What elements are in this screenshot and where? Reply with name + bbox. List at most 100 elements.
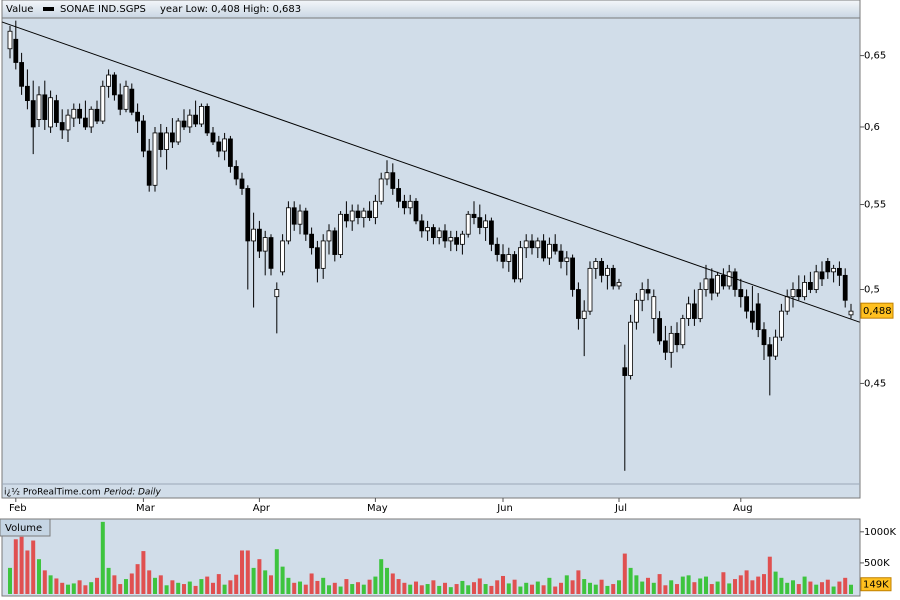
volume-bar	[773, 571, 778, 594]
candle-body	[471, 213, 477, 218]
last-price-tag	[860, 302, 894, 319]
volume-bar	[153, 577, 157, 594]
volume-bar	[495, 580, 500, 594]
volume-bar	[71, 583, 76, 594]
volume-bar	[425, 584, 430, 594]
volume-bar	[715, 581, 720, 594]
candle-body	[715, 274, 720, 294]
volume-bar	[849, 584, 853, 594]
candle-body	[239, 178, 245, 189]
volume-bar	[350, 584, 355, 594]
volume-bar	[605, 585, 610, 594]
candle-body	[802, 282, 807, 298]
candle-body	[204, 105, 210, 134]
candle-body	[564, 257, 570, 262]
candle-body	[210, 132, 216, 143]
candle-body	[430, 227, 436, 238]
candle-body	[343, 213, 349, 222]
volume-bar	[431, 580, 436, 594]
volume-bar	[646, 577, 650, 594]
candle-body	[657, 318, 662, 342]
candle-body	[773, 336, 778, 357]
volume-bar	[553, 586, 558, 594]
candle-body	[576, 289, 581, 319]
legend-range: year Low: 0,408 High: 0,683	[160, 4, 301, 15]
candle-body	[7, 30, 13, 50]
volume-bar	[524, 582, 529, 594]
y-tick-label: 0,45	[864, 378, 886, 389]
candle-body	[535, 240, 541, 249]
volume-bar	[89, 582, 94, 594]
volume-bar	[414, 581, 418, 594]
volume-bar	[106, 567, 111, 594]
volume-bar	[756, 576, 761, 594]
y-tick-label: 0,5	[864, 285, 880, 296]
volume-bar	[617, 580, 621, 594]
candle-body	[77, 108, 82, 119]
volume-bar	[599, 579, 604, 594]
volume-bar	[315, 580, 320, 594]
volume-bar	[309, 573, 314, 594]
candle-body	[674, 332, 680, 346]
y-tick-label: 0,55	[864, 200, 886, 211]
volume-bar	[721, 572, 726, 594]
volume-bar	[245, 550, 250, 594]
candle-body	[251, 228, 257, 242]
volume-bar	[54, 578, 59, 594]
volume-bar	[576, 570, 581, 594]
candle-body	[628, 321, 633, 376]
candle-body	[790, 289, 796, 298]
volume-bar	[663, 585, 668, 594]
x-tick-label: Jun	[496, 503, 513, 514]
volume-title: Volume	[5, 523, 42, 534]
candle-body	[454, 237, 460, 245]
volume-bar	[257, 559, 262, 594]
candle-body	[610, 267, 616, 287]
candle-body	[401, 200, 407, 209]
candle-body	[506, 254, 512, 262]
candle-body	[738, 289, 744, 298]
x-tick-label: Aug	[733, 503, 753, 514]
volume-bar	[570, 580, 575, 594]
candle-body	[407, 200, 413, 209]
volume-bar	[280, 566, 285, 594]
candle-body	[158, 132, 164, 150]
volume-bar	[344, 579, 349, 594]
volume-bar	[321, 577, 326, 594]
candle-body	[193, 114, 199, 125]
volume-bar	[77, 580, 82, 594]
candle-body	[135, 111, 141, 122]
candle-body	[262, 237, 268, 252]
x-tick-label: Jul	[614, 503, 627, 514]
candle-body	[425, 227, 431, 232]
volume-bar	[628, 567, 633, 594]
volume-bar	[379, 559, 384, 594]
volume-bar	[373, 576, 378, 594]
candle-body	[59, 122, 65, 131]
candle-body	[233, 166, 239, 180]
x-tick-label: May	[367, 503, 388, 514]
volume-bar	[698, 578, 703, 594]
candle-body	[523, 240, 529, 249]
candle-body	[663, 340, 668, 353]
volume-label-box	[0, 518, 51, 537]
volume-bar	[31, 540, 36, 594]
candle-body	[378, 178, 384, 202]
volume-bar	[396, 579, 401, 594]
volume-bar	[292, 582, 297, 594]
volume-bar	[738, 575, 743, 594]
volume-bar	[176, 582, 181, 594]
candle-body	[65, 114, 71, 131]
candle-body	[605, 267, 610, 276]
candle-body	[750, 310, 755, 323]
volume-bar	[559, 582, 563, 594]
volume-bar	[95, 577, 99, 594]
volume-bar	[686, 575, 691, 594]
volume-bar	[83, 585, 88, 594]
volume-bar	[651, 582, 656, 594]
candle-body	[448, 237, 454, 242]
volume-bar	[298, 581, 302, 594]
y-tick-label: 0,65	[864, 51, 886, 62]
candle-body	[680, 318, 686, 346]
